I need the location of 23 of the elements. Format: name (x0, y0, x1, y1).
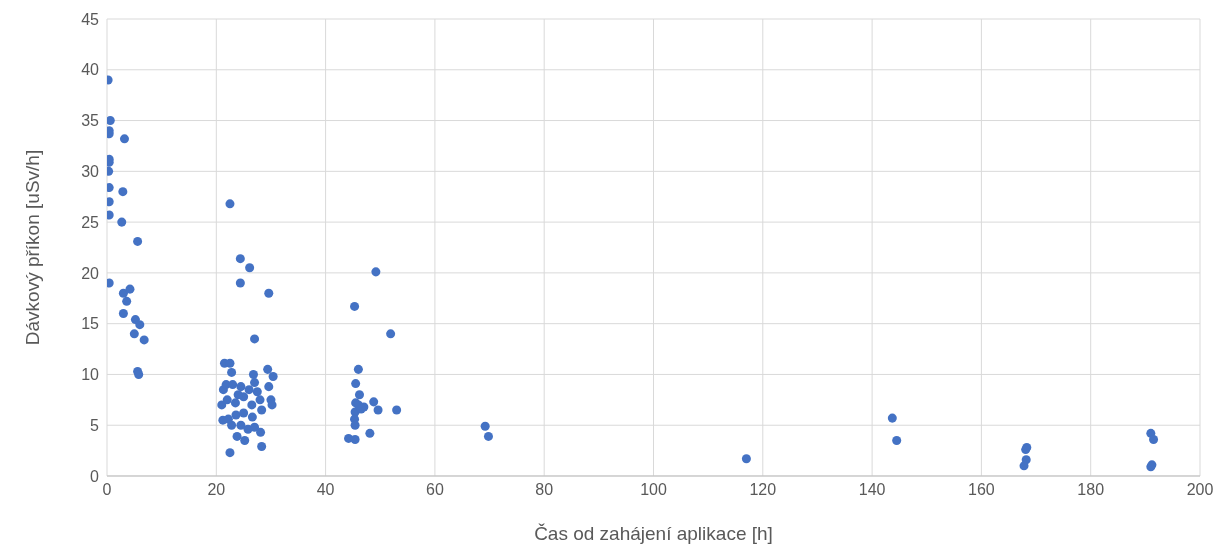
x-tick-label: 200 (1186, 481, 1214, 499)
y-tick-label: 40 (81, 61, 100, 79)
y-tick-label: 5 (90, 416, 100, 434)
y-tick-label: 0 (90, 467, 100, 485)
x-tick-label: 40 (316, 481, 335, 499)
x-tick-label: 180 (1077, 481, 1105, 499)
x-tick-label: 20 (207, 481, 226, 499)
y-tick-label: 35 (81, 112, 100, 130)
y-tick-label: 25 (81, 213, 100, 231)
x-tick-label: 0 (102, 481, 112, 499)
y-tick-label: 10 (81, 366, 100, 384)
y-tick-label: 20 (81, 264, 100, 282)
x-axis-title: Čas od zahájení aplikace [h] (534, 523, 773, 544)
y-tick-label: 15 (81, 315, 100, 333)
x-tick-label: 80 (535, 481, 554, 499)
x-tick-label: 100 (640, 481, 667, 499)
x-tick-label: 160 (968, 481, 995, 499)
y-axis-title: Dávkový příkon [uSv/h] (21, 149, 43, 346)
y-tick-label: 45 (81, 10, 100, 28)
x-tick-label: 140 (858, 481, 886, 499)
x-tick-label: 60 (426, 481, 444, 499)
x-tick-label: 120 (749, 481, 777, 499)
y-tick-label: 30 (81, 163, 100, 181)
